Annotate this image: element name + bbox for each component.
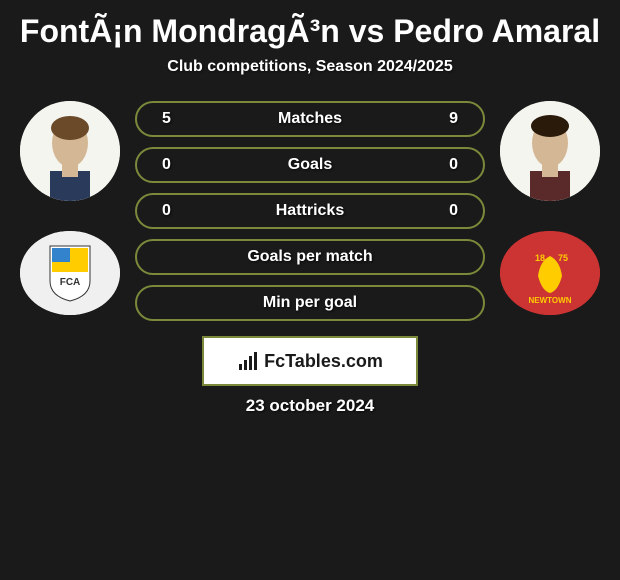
right-player-avatar bbox=[500, 101, 600, 201]
stat-label: Goals bbox=[288, 156, 332, 174]
stat-left-value: 0 bbox=[162, 156, 171, 174]
player-avatar-icon bbox=[500, 101, 600, 201]
stat-row-matches: 5 Matches 9 bbox=[135, 101, 485, 137]
club-logo-icon: 18 75 NEWTOWN bbox=[500, 231, 600, 315]
svg-text:FCA: FCA bbox=[60, 277, 81, 288]
comparison-date: 23 october 2024 bbox=[0, 396, 620, 416]
stat-row-goals-per-match: Goals per match bbox=[135, 239, 485, 275]
right-club-logo: 18 75 NEWTOWN bbox=[500, 231, 600, 315]
chart-icon bbox=[237, 350, 259, 372]
season-subtitle: Club competitions, Season 2024/2025 bbox=[0, 58, 620, 76]
stat-label: Min per goal bbox=[263, 294, 357, 312]
right-player-column: 18 75 NEWTOWN bbox=[500, 101, 600, 315]
stat-row-goals: 0 Goals 0 bbox=[135, 147, 485, 183]
watermark-text: FcTables.com bbox=[264, 351, 383, 372]
stat-left-value: 5 bbox=[162, 110, 171, 128]
stat-right-value: 0 bbox=[449, 156, 458, 174]
left-player-column: FCA bbox=[20, 101, 120, 315]
stat-right-value: 0 bbox=[449, 202, 458, 220]
stat-row-hattricks: 0 Hattricks 0 bbox=[135, 193, 485, 229]
stat-label: Goals per match bbox=[247, 248, 372, 266]
watermark: FcTables.com bbox=[202, 336, 418, 386]
comparison-layout: FCA 5 Matches 9 0 Goals 0 0 Hattricks 0 … bbox=[0, 101, 620, 321]
stat-label: Hattricks bbox=[276, 202, 344, 220]
club-logo-icon: FCA bbox=[20, 231, 120, 315]
player-avatar-icon bbox=[20, 101, 120, 201]
stat-row-min-per-goal: Min per goal bbox=[135, 285, 485, 321]
comparison-title: FontÃ¡n MondragÃ³n vs Pedro Amaral bbox=[0, 5, 620, 58]
stat-right-value: 9 bbox=[449, 110, 458, 128]
left-club-logo: FCA bbox=[20, 231, 120, 315]
svg-text:75: 75 bbox=[558, 253, 568, 263]
stat-label: Matches bbox=[278, 110, 342, 128]
svg-text:NEWTOWN: NEWTOWN bbox=[529, 296, 572, 305]
stat-left-value: 0 bbox=[162, 202, 171, 220]
left-player-avatar bbox=[20, 101, 120, 201]
stats-column: 5 Matches 9 0 Goals 0 0 Hattricks 0 Goal… bbox=[135, 101, 485, 321]
